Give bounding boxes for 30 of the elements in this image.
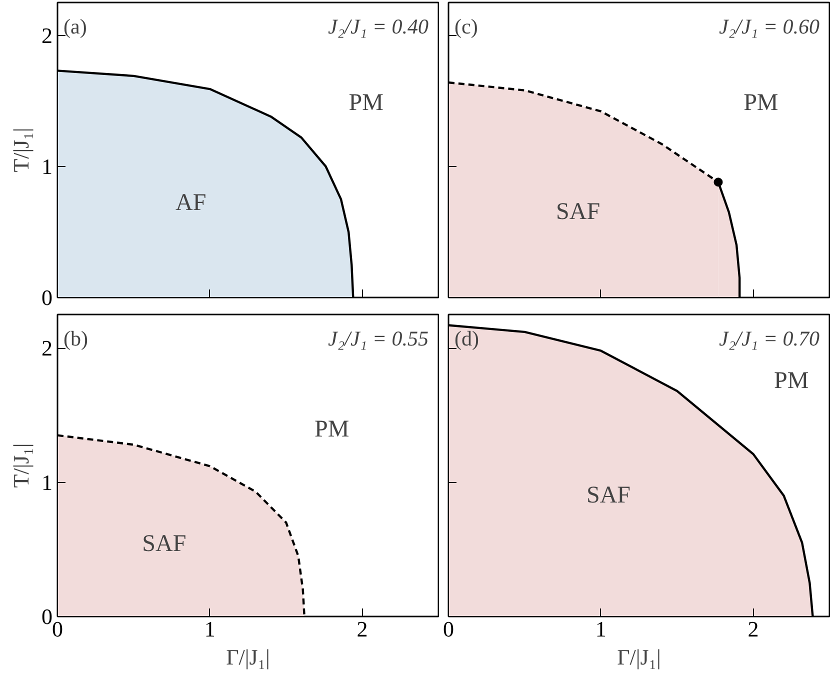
x-tick-label: 0 bbox=[443, 616, 454, 642]
text: J₂/J₁ = 0.70 bbox=[719, 326, 820, 350]
annotation: (a) bbox=[64, 14, 87, 38]
x-axis-title: Γ/|J₁| bbox=[617, 644, 661, 670]
annotation: (b) bbox=[64, 326, 88, 350]
annotation: PM bbox=[744, 90, 778, 116]
y-tick-label: 2 bbox=[42, 22, 52, 48]
annotation: SAF bbox=[586, 482, 631, 509]
annotation: (c) bbox=[454, 14, 478, 38]
y-axis-title: T/|J₁| bbox=[8, 443, 34, 488]
y-axis-title: T/|J₁| bbox=[8, 128, 34, 172]
annotation: PM bbox=[314, 416, 350, 442]
text: J₂/J₁ = 0.55 bbox=[328, 326, 428, 350]
annotation: (d) bbox=[454, 326, 479, 350]
x-axis-title: Γ/|J₁| bbox=[226, 644, 270, 670]
annotation: SAF bbox=[142, 531, 186, 558]
x-tick-label: 1 bbox=[595, 616, 606, 642]
y-tick-label: 2 bbox=[42, 336, 52, 361]
annotation: SAF bbox=[556, 198, 600, 225]
text: J₂/J₁ = 0.40 bbox=[328, 14, 429, 38]
text: J₂/J₁ = 0.60 bbox=[719, 14, 820, 38]
annotation: PM bbox=[774, 368, 809, 394]
y-tick-label: 1 bbox=[42, 154, 52, 179]
annotation: PM bbox=[348, 90, 384, 116]
y-tick-label: 0 bbox=[42, 285, 52, 310]
x-tick-label: 1 bbox=[204, 616, 216, 642]
x-tick-label: 2 bbox=[356, 616, 368, 642]
x-tick-label: 2 bbox=[748, 616, 759, 642]
y-tick-label: 1 bbox=[42, 470, 52, 495]
annotation: AF bbox=[176, 190, 206, 216]
